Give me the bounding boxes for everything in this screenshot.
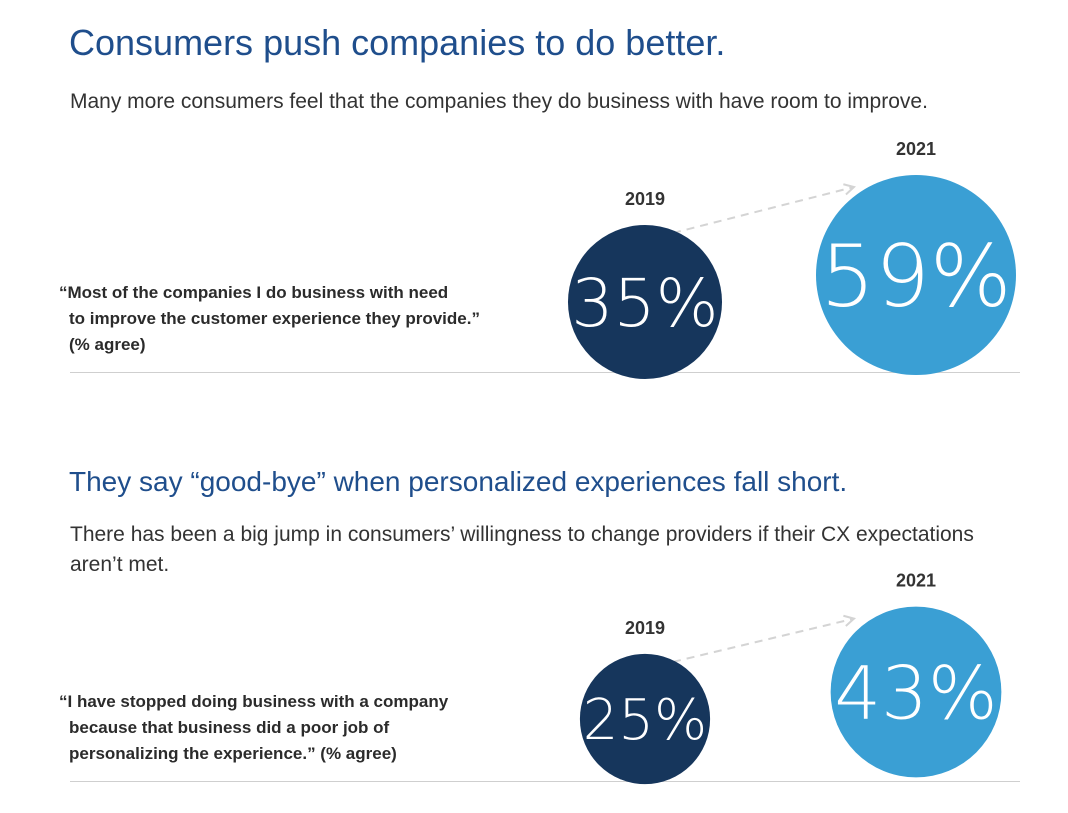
section-1-subtitle: Many more consumers feel that the compan… [70, 90, 928, 113]
section-1-quote: “Most of the companies I do business wit… [59, 280, 480, 358]
section-1-divider [70, 372, 1020, 373]
year-label-2-2019: 2019 [625, 618, 665, 638]
bubble-value-1-2019: 35% [571, 265, 718, 342]
section-2-divider [70, 781, 1020, 782]
section-1-title: Consumers push companies to do better. [69, 22, 726, 63]
section-1-quote-line-3: (% agree) [69, 335, 146, 354]
bubble-1-2021 [816, 175, 1016, 375]
trend-arrow-head-1 [843, 183, 857, 196]
year-label-1-2021: 2021 [896, 139, 936, 159]
trend-arrow-head-2 [843, 614, 857, 627]
section-2-quote-line-1: “I have stopped doing business with a co… [59, 692, 449, 711]
trend-arrow-2 [672, 617, 855, 663]
section-2-title: They say “good-bye” when personalized ex… [69, 466, 848, 497]
section-2-quote-line-2: because that business did a poor job of [69, 718, 390, 737]
bubble-value-2-2019: 25% [583, 688, 707, 753]
section-1-quote-line-1: “Most of the companies I do business wit… [59, 283, 449, 302]
section-1-quote-line-2: to improve the customer experience they … [69, 309, 480, 328]
bubble-1-2019 [567, 224, 723, 380]
year-label-2-2021: 2021 [896, 571, 936, 591]
section-2-quote-line-3: personalizing the experience.” (% agree) [69, 744, 397, 763]
bubble-2-2019 [579, 653, 711, 785]
bubble-value-1-2021: 59% [820, 227, 1011, 327]
section-2-subtitle: There has been a big jump in consumers’ … [70, 523, 974, 576]
trend-arrow-1 [672, 186, 855, 234]
section-2-quote: “I have stopped doing business with a co… [59, 689, 448, 767]
bubble-2-2021 [830, 606, 1002, 778]
year-label-1-2019: 2019 [625, 189, 665, 209]
bubble-value-2-2021: 43% [834, 651, 997, 736]
